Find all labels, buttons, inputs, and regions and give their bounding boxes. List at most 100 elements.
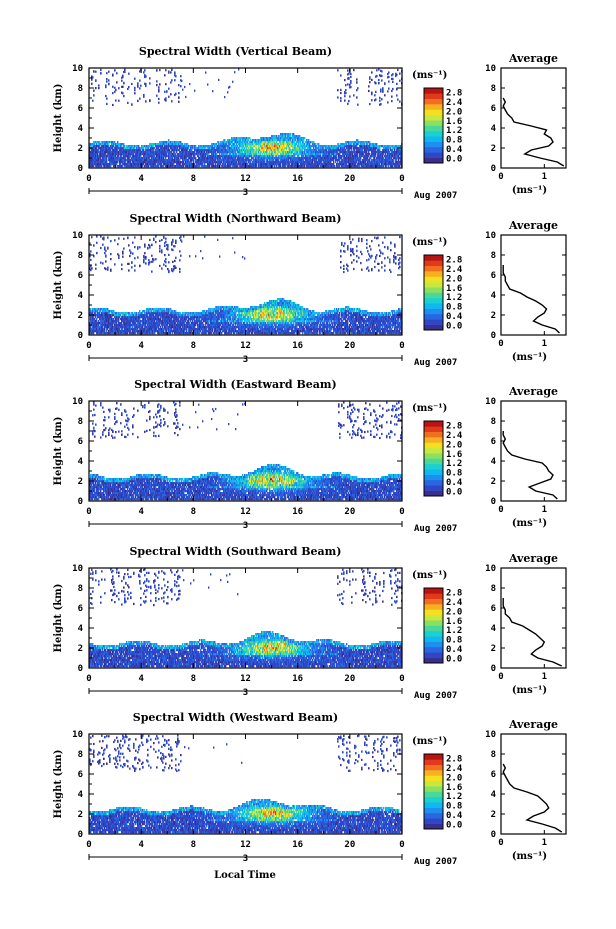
heatmap-cell [105, 84, 107, 86]
heatmap-cell [191, 161, 192, 163]
heatmap-cell [226, 143, 227, 145]
heatmap-cell [212, 90, 213, 92]
heatmap-cell [278, 159, 279, 161]
heatmap-cell [145, 76, 147, 78]
heatmap-cell [218, 79, 219, 81]
heatmap-cell [227, 91, 228, 93]
heatmap-cell [248, 157, 249, 159]
heatmap-cell [236, 153, 237, 155]
heatmap-cell [122, 76, 124, 78]
heatmap-cell [273, 159, 274, 161]
heatmap-cell [110, 165, 111, 167]
heatmap-cell [175, 75, 177, 77]
heatmap-cell [218, 141, 219, 143]
heatmap-cell [145, 85, 147, 87]
heatmap-cell [189, 83, 190, 85]
heatmap-cell [256, 165, 257, 167]
heatmap-cell [234, 143, 235, 145]
heatmap-cell [239, 147, 240, 149]
heatmap-cell [180, 163, 181, 165]
heatmap-cell [120, 163, 121, 165]
heatmap-cell [93, 94, 95, 96]
heatmap-cell [108, 145, 109, 147]
heatmap-cell [165, 97, 167, 99]
heatmap-cell [158, 165, 159, 167]
heatmap-cell [225, 147, 226, 149]
heatmap-cell [123, 95, 125, 97]
heatmap-cell [91, 83, 93, 85]
heatmap-cell [164, 74, 166, 76]
heatmap-cell [191, 155, 192, 157]
heatmap-cell [140, 85, 142, 87]
heatmap-cell [274, 165, 275, 167]
heatmap-cell [112, 86, 114, 88]
heatmap-cell [156, 95, 158, 97]
heatmap-cell [112, 74, 114, 76]
heatmap-cell [163, 165, 164, 167]
heatmap-cell [166, 153, 167, 155]
heatmap-cell [194, 163, 195, 165]
heatmap-cell [137, 82, 139, 84]
heatmap-cell [261, 151, 262, 153]
heatmap-cell [117, 161, 118, 163]
heatmap-cell [95, 87, 97, 89]
heatmap-cell [139, 87, 141, 89]
heatmap-cell [171, 100, 173, 102]
heatmap-cell [264, 161, 265, 163]
heatmap-cell [232, 81, 233, 83]
heatmap-cell [128, 73, 130, 75]
heatmap-cell [204, 151, 205, 153]
heatmap-cell [229, 86, 230, 88]
heatmap-cell [250, 161, 251, 163]
heatmap-cell [194, 151, 195, 153]
heatmap-cell [106, 161, 107, 163]
heatmap-cell [180, 85, 182, 87]
heatmap-cell [145, 100, 147, 102]
heatmap-cell [149, 157, 150, 159]
heatmap-cell [215, 163, 216, 165]
heatmap-cell [194, 155, 195, 157]
heatmap-cell [99, 145, 100, 147]
heatmap-cell [130, 155, 131, 157]
spectral-width-figure: Local Time Spectral Width (Vertical Beam… [0, 0, 616, 929]
heatmap-cell [100, 69, 102, 71]
heatmap-cell [143, 147, 144, 149]
heatmap-cell [194, 90, 195, 92]
heatmap-cell [273, 155, 274, 157]
heatmap-cell [169, 149, 170, 151]
heatmap-cell [158, 90, 160, 92]
heatmap-cell [219, 153, 220, 155]
heatmap-cell [92, 76, 94, 78]
local-time-xlabel: Local Time [214, 870, 276, 881]
heatmap-cell [148, 147, 149, 149]
heatmap-cell [115, 99, 117, 101]
heatmap-cell [121, 80, 123, 82]
heatmap-cell [247, 141, 248, 143]
heatmap-cells [89, 68, 403, 167]
heatmap-cell [276, 155, 277, 157]
heatmap-cell [143, 149, 144, 151]
heatmap-cell [232, 141, 233, 143]
heatmap-cell [170, 71, 172, 73]
heatmap-cell [145, 83, 147, 85]
heatmap-cell [142, 165, 143, 167]
heatmap-cell [225, 163, 226, 165]
heatmap-cell [174, 151, 175, 153]
heatmap-cell [252, 147, 253, 149]
heatmap-cell [205, 147, 206, 149]
heatmap-cell [130, 161, 131, 163]
heatmap-cell [154, 155, 155, 157]
heatmap-cell [98, 84, 100, 86]
heatmap-cell [110, 149, 111, 151]
heatmap-cell [149, 99, 151, 101]
heatmap-cell [106, 103, 108, 105]
heatmap-cell [179, 149, 180, 151]
heatmap-cell [127, 88, 129, 90]
heatmap-cell [205, 155, 206, 157]
heatmap-cell [272, 165, 273, 167]
heatmap-cell [140, 149, 141, 151]
heatmap-cell [168, 147, 169, 149]
heatmap-cell [168, 72, 170, 74]
heatmap-cell [230, 165, 231, 167]
heatmap-cell [220, 163, 221, 165]
